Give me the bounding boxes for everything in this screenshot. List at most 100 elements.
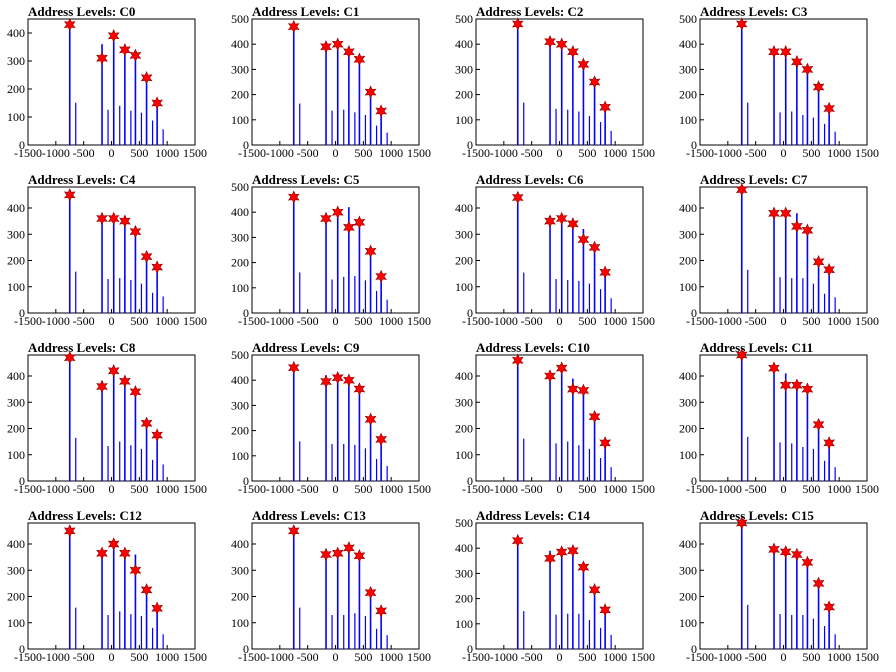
- peak-marker: [791, 219, 803, 234]
- x-tick-label: 500: [354, 314, 372, 328]
- panel-4: Address Levels: C4 0 100 200 300 400 -1500 -100…: [7, 172, 207, 328]
- x-tick-label: 0: [557, 650, 563, 664]
- x-tick-label: -1000: [490, 314, 518, 328]
- panel-13: Address Levels: C13 0 100 200 300 400 -1500 -10…: [231, 508, 431, 664]
- y-tick-label: 200: [679, 254, 697, 268]
- plot-frame: [251, 186, 420, 314]
- x-tick-label: 500: [802, 314, 820, 328]
- x-tick-label: 500: [354, 146, 372, 160]
- x-tick-label: 1000: [603, 146, 627, 160]
- y-tick-label: 100: [231, 113, 249, 127]
- peak-marker: [320, 374, 332, 389]
- x-tick-label: -1500: [686, 314, 714, 328]
- y-tick-label: 200: [679, 422, 697, 436]
- x-tick-label: -1000: [714, 650, 742, 664]
- y-tick-label: 400: [455, 201, 473, 215]
- y-tick-label: 100: [7, 616, 25, 630]
- x-tick-label: 0: [333, 314, 339, 328]
- y-tick-label: 400: [455, 369, 473, 383]
- panel-6: Address Levels: C6 0 100 200 300 400 -1500 -100…: [455, 172, 655, 328]
- peak-marker: [511, 533, 524, 548]
- y-tick-label: 100: [679, 113, 697, 127]
- y-tick-label: 400: [679, 201, 697, 215]
- panel-7: Address Levels: C7 0 100 200 300 400 -1500 -100…: [679, 172, 879, 328]
- peak-marker: [511, 17, 524, 31]
- x-tick-label: -1000: [42, 314, 70, 328]
- y-tick-label: 200: [455, 254, 473, 268]
- y-tick-label: 100: [679, 616, 697, 630]
- peak-marker: [96, 546, 108, 560]
- x-tick-label: -1500: [238, 314, 266, 328]
- x-tick-label: 1500: [631, 482, 655, 496]
- peak-marker: [511, 353, 524, 368]
- plot-frame: [251, 18, 420, 146]
- x-tick-label: 1500: [407, 482, 431, 496]
- y-tick-label: 500: [231, 12, 249, 26]
- y-tick-label: 400: [679, 537, 697, 551]
- y-tick-label: 0: [691, 138, 697, 152]
- x-tick-label: -1000: [714, 146, 742, 160]
- x-tick-label: -1500: [238, 146, 266, 160]
- x-tick-label: 1000: [155, 482, 179, 496]
- x-tick-label: -1500: [462, 146, 490, 160]
- plot-frame: [475, 354, 644, 482]
- x-tick-label: 1500: [631, 146, 655, 160]
- y-tick-label: 200: [455, 88, 473, 102]
- peak-marker: [364, 85, 377, 99]
- peak-marker: [567, 45, 579, 59]
- y-tick-label: 0: [243, 306, 249, 320]
- peak-marker: [779, 45, 792, 59]
- y-tick-label: 200: [7, 82, 25, 96]
- peak-marker: [823, 600, 835, 614]
- peak-marker: [287, 190, 300, 204]
- panel-15: Address Levels: C15 0 100 200 300 400 -1500 -10…: [679, 508, 879, 664]
- y-tick-label: 400: [455, 541, 473, 555]
- y-tick-label: 0: [467, 474, 473, 488]
- y-tick-label: 0: [467, 642, 473, 656]
- peak-marker: [107, 537, 120, 551]
- peak-marker: [544, 551, 556, 566]
- y-tick-label: 200: [679, 88, 697, 102]
- peak-marker: [331, 205, 344, 219]
- y-tick-label: 100: [679, 448, 697, 462]
- y-tick-label: 300: [455, 62, 473, 76]
- peak-marker: [331, 546, 344, 560]
- y-tick-label: 0: [19, 474, 25, 488]
- x-tick-label: -1000: [266, 146, 294, 160]
- panel-title: Address Levels: C3: [700, 4, 808, 19]
- plot-frame: [699, 354, 868, 482]
- x-tick-label: 1000: [155, 146, 179, 160]
- peak-marker: [140, 416, 153, 431]
- x-tick-label: -1500: [14, 482, 42, 496]
- panel-title: Address Levels: C4: [28, 172, 136, 187]
- x-tick-label: 1000: [827, 314, 851, 328]
- y-tick-label: 300: [679, 395, 697, 409]
- peak-marker: [801, 62, 814, 77]
- panel-1: Address Levels: C10100200300400500-1500-…: [231, 4, 431, 160]
- peak-marker: [823, 262, 835, 277]
- x-tick-label: -1500: [686, 146, 714, 160]
- plot-frame: [475, 18, 644, 146]
- x-tick-label: 1500: [631, 650, 655, 664]
- x-tick-label: -1500: [462, 482, 490, 496]
- peak-marker: [375, 432, 387, 447]
- x-tick-label: -1500: [238, 650, 266, 664]
- x-tick-label: -500: [745, 146, 767, 160]
- panel-title: Address Levels: C15: [700, 508, 814, 523]
- x-tick-label: 500: [802, 146, 820, 160]
- peak-marker: [599, 100, 611, 114]
- y-tick-label: 200: [231, 88, 249, 102]
- peak-marker: [588, 240, 601, 255]
- x-tick-label: -1000: [42, 482, 70, 496]
- x-tick-label: 1500: [407, 146, 431, 160]
- x-tick-label: 500: [130, 146, 148, 160]
- peak-marker: [140, 583, 153, 597]
- peak-marker: [129, 48, 142, 63]
- x-tick-label: 500: [802, 482, 820, 496]
- panel-title: Address Levels: C12: [28, 508, 142, 523]
- plot-frame: [475, 186, 644, 314]
- x-tick-label: 1000: [379, 482, 403, 496]
- x-tick-label: 1500: [855, 314, 879, 328]
- peak-marker: [343, 373, 355, 387]
